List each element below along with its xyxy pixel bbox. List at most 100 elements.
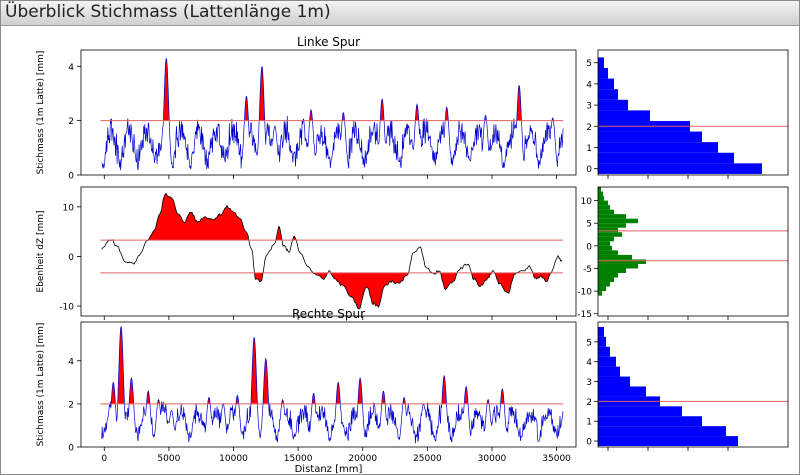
hist-y-tick-label: -5 <box>583 265 592 275</box>
x-axis-label: Distanz [mm] <box>295 464 363 474</box>
hist-y-tick-label: 2 <box>586 398 592 408</box>
plot-area-mid <box>100 192 564 310</box>
histogram-bar <box>598 131 702 143</box>
plot-area-right <box>100 326 564 444</box>
histogram-bar <box>598 376 630 387</box>
histogram-bar <box>598 436 738 447</box>
histogram-bar <box>598 57 604 69</box>
histogram-bar <box>598 200 608 206</box>
x-tick-label: 10000 <box>219 454 248 464</box>
y-tick-label: 4 <box>68 63 74 73</box>
plot-area-left <box>100 58 564 171</box>
exceedance-fill <box>118 326 125 404</box>
histogram-bar <box>598 196 604 201</box>
histogram-bar <box>598 326 604 337</box>
hist-y-tick-label: 0 <box>586 438 592 448</box>
histogram-bar <box>598 346 610 357</box>
histogram-bar <box>598 218 638 224</box>
exceedance-fill <box>251 337 258 404</box>
y-tick-label: 2 <box>68 117 74 127</box>
hist-y-tick-label: 0 <box>586 242 592 252</box>
hist-y-tick-label: 5 <box>586 338 592 348</box>
histogram-frame <box>597 49 789 176</box>
histogram-bar <box>598 142 718 153</box>
histogram-bar <box>598 89 618 100</box>
exceedance-fill <box>441 272 457 290</box>
histogram-bar <box>598 99 628 111</box>
hist-y-tick-label: 4 <box>586 80 592 90</box>
exceedance-fill <box>471 272 492 287</box>
hist-y-tick-label: -15 <box>577 310 592 320</box>
histogram-bar <box>598 282 610 287</box>
hist-y-tick-label: 1 <box>586 418 592 428</box>
histogram-bar <box>598 227 618 233</box>
y-axis-label: Stichmass (1m Latte) [mm] <box>36 51 46 175</box>
histogram-bar <box>598 259 646 264</box>
plot-frame <box>80 49 577 176</box>
histogram-bar <box>598 277 614 283</box>
histogram-bar <box>598 68 608 79</box>
exceedance-fill <box>500 389 505 404</box>
y-tick-label: 10 <box>63 203 75 213</box>
hist-y-tick-label: 5 <box>586 220 592 230</box>
histogram-bar <box>598 110 650 121</box>
histogram-bar <box>598 191 603 197</box>
histogram-bar <box>598 209 614 215</box>
hist-y-tick-label: 1 <box>586 144 592 154</box>
panel-title: Linke Spur <box>297 35 360 49</box>
y-axis-label: Ebenheit dZ [mm] <box>36 210 46 292</box>
exceedance-fill <box>254 272 263 282</box>
profile-line <box>101 192 563 310</box>
plot-frame <box>80 186 577 317</box>
histogram-frame <box>597 321 789 448</box>
hist-y-tick-label: 0 <box>586 165 592 175</box>
histogram-bar <box>598 268 626 273</box>
histogram-bar <box>598 291 602 296</box>
histogram-bar <box>598 78 614 90</box>
stichmass-line <box>101 326 564 444</box>
y-tick-label: -10 <box>59 303 74 313</box>
y-axis-label: Stichmass (1m Latte) [mm] <box>36 323 46 447</box>
histogram-bar <box>598 263 638 269</box>
histogram-bar <box>598 386 646 397</box>
histogram-bar <box>598 336 606 347</box>
histogram-bar <box>598 214 626 219</box>
y-tick-label: 4 <box>68 357 74 367</box>
stichmass-line <box>101 58 564 171</box>
y-tick-label: 0 <box>68 444 74 454</box>
hist-y-tick-label: 10 <box>581 197 593 207</box>
y-tick-label: 0 <box>68 253 74 263</box>
histogram-bar <box>598 250 618 255</box>
hist-y-tick-label: 2 <box>586 123 592 133</box>
histogram-bar <box>598 232 622 237</box>
title-bar: Überblick Stichmass (Lattenlänge 1m) <box>1 1 799 26</box>
x-tick-label: 5000 <box>157 454 180 464</box>
window-title: Überblick Stichmass (Lattenlänge 1m) <box>5 2 331 22</box>
histogram-bar <box>598 187 601 192</box>
hist-y-tick-label: 3 <box>586 102 592 112</box>
histogram-bar <box>598 273 618 278</box>
hist-y-tick-label: 4 <box>586 358 592 368</box>
x-tick-label: 0 <box>101 454 107 464</box>
histogram-bar <box>598 286 606 292</box>
histogram-bar <box>598 426 726 437</box>
x-tick-label: 15000 <box>284 454 313 464</box>
chart-layer: Linke Spur Stichmass (1m Latte) [mm] 0 2 4 0 1… <box>36 35 789 474</box>
exceedance-fill <box>163 58 169 121</box>
histogram-bar <box>598 366 620 377</box>
hist-y-tick-label: 3 <box>586 378 592 388</box>
histogram-frame <box>597 186 789 317</box>
histogram-bar <box>598 245 612 251</box>
y-tick-label: 2 <box>68 400 74 410</box>
x-tick-label: 30000 <box>478 454 507 464</box>
histogram-bar <box>598 241 610 246</box>
x-tick-label: 25000 <box>413 454 442 464</box>
histogram-bar <box>598 406 682 417</box>
histogram-bar <box>598 236 614 242</box>
histogram-bar <box>598 152 734 164</box>
hist-y-tick-label: 5 <box>586 59 592 69</box>
x-tick-label: 35000 <box>542 454 571 464</box>
histogram-bar <box>598 356 616 367</box>
y-tick-label: 0 <box>68 172 74 182</box>
plot-frame <box>80 321 577 448</box>
